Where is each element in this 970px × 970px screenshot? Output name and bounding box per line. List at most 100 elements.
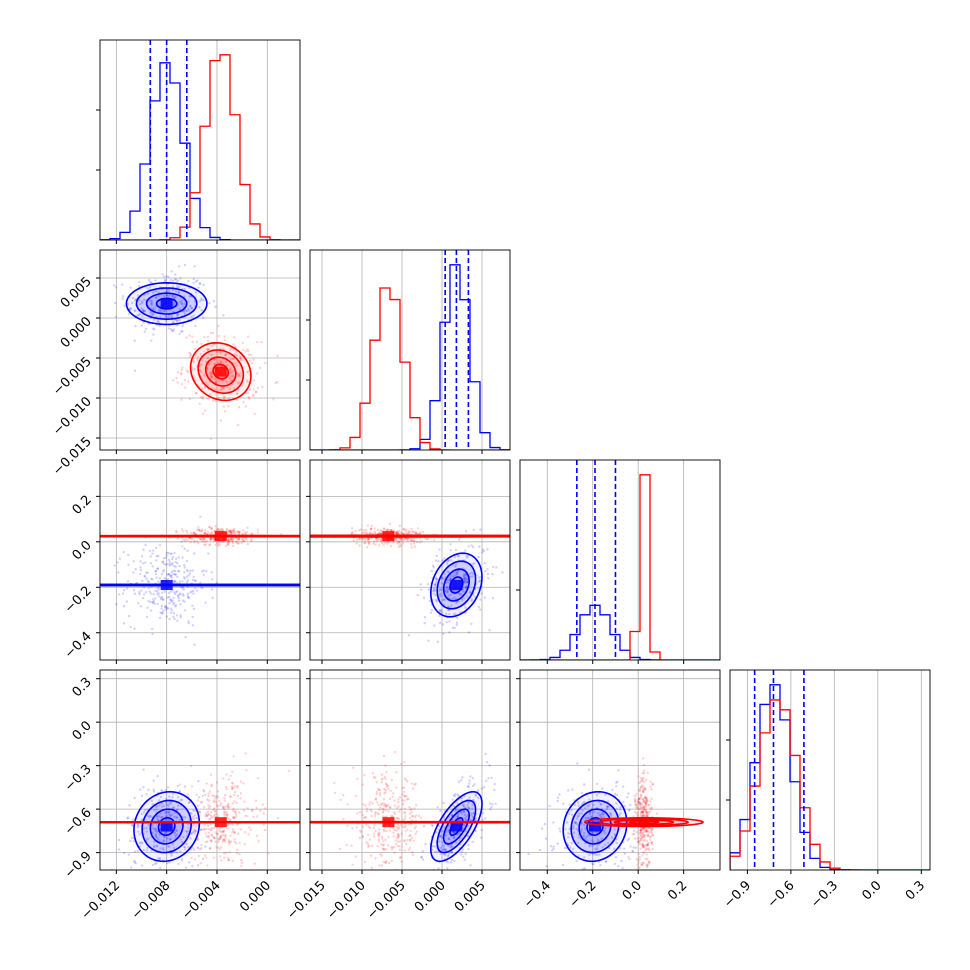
scatter-point bbox=[222, 387, 225, 391]
scatter-point bbox=[601, 846, 604, 849]
scatter-point bbox=[463, 817, 467, 820]
scatter-point bbox=[346, 824, 349, 828]
scatter-point bbox=[453, 555, 457, 559]
scatter-point bbox=[377, 787, 380, 790]
scatter-point bbox=[590, 839, 594, 842]
scatter-panel-3-1 bbox=[310, 670, 510, 870]
scatter-point bbox=[213, 810, 217, 813]
panel-frame bbox=[309, 459, 511, 661]
scatter-point bbox=[150, 301, 153, 305]
scatter-point bbox=[235, 842, 238, 845]
scatter-point bbox=[142, 848, 145, 852]
scatter-point bbox=[419, 531, 422, 534]
scatter-point bbox=[214, 840, 217, 843]
scatter-point bbox=[598, 814, 602, 817]
scatter-point bbox=[435, 600, 438, 603]
histogram-series-0 bbox=[520, 604, 720, 660]
scatter-point bbox=[568, 827, 571, 831]
scatter-point bbox=[469, 818, 472, 821]
scatter-point bbox=[370, 814, 373, 818]
scatter-point bbox=[367, 844, 371, 848]
scatter-point bbox=[139, 302, 142, 306]
scatter-point bbox=[139, 841, 143, 844]
scatter-point bbox=[425, 537, 429, 541]
scatter-point bbox=[146, 606, 149, 609]
scatter-point bbox=[467, 807, 471, 810]
scatter-point bbox=[405, 530, 409, 533]
scatter-point bbox=[464, 606, 467, 609]
scatter-point bbox=[642, 814, 646, 817]
scatter-point bbox=[222, 838, 226, 841]
scatter-point bbox=[210, 816, 214, 819]
scatter-point bbox=[610, 836, 614, 839]
scatter-point bbox=[361, 531, 364, 535]
scatter-point bbox=[378, 808, 381, 812]
scatter-point bbox=[381, 844, 385, 847]
contour-line bbox=[135, 287, 198, 320]
scatter-point bbox=[363, 537, 366, 540]
scatter-point bbox=[383, 541, 386, 544]
scatter-point bbox=[246, 526, 249, 529]
scatter-point bbox=[218, 830, 221, 833]
scatter-point bbox=[128, 307, 131, 311]
scatter-point bbox=[217, 389, 220, 392]
scatter-point bbox=[364, 816, 368, 819]
scatter-point bbox=[170, 552, 173, 556]
scatter-point bbox=[408, 812, 412, 815]
scatter-point bbox=[615, 793, 619, 797]
scatter-point bbox=[646, 844, 649, 847]
scatter-point bbox=[646, 848, 649, 851]
scatter-point bbox=[227, 538, 230, 542]
scatter-point bbox=[642, 771, 646, 775]
scatter-point bbox=[450, 843, 453, 847]
scatter-point bbox=[369, 527, 373, 531]
scatter-point bbox=[142, 785, 145, 789]
scatter-point bbox=[229, 530, 232, 534]
scatter-point bbox=[174, 573, 177, 576]
scatter-point bbox=[448, 620, 451, 623]
scatter-point bbox=[374, 538, 378, 541]
scatter-point bbox=[171, 830, 175, 833]
scatter-point bbox=[230, 787, 234, 791]
scatter-point bbox=[152, 788, 155, 791]
scatter-point bbox=[451, 830, 455, 834]
scatter-point bbox=[250, 538, 253, 542]
scatter-point bbox=[206, 356, 210, 360]
scatter-point bbox=[176, 851, 179, 854]
scatter-point bbox=[591, 862, 594, 866]
scatter-point bbox=[396, 834, 400, 837]
scatter-point bbox=[644, 802, 647, 805]
scatter-point bbox=[455, 623, 459, 627]
scatter-point bbox=[232, 544, 235, 548]
scatter-point bbox=[207, 552, 210, 555]
scatter-point bbox=[184, 866, 188, 869]
scatter-point bbox=[237, 374, 241, 377]
scatter-point bbox=[435, 831, 438, 834]
scatter-point bbox=[386, 804, 390, 807]
density-peak bbox=[450, 580, 463, 590]
scatter-point bbox=[644, 788, 647, 791]
scatter-point bbox=[243, 800, 246, 803]
scatter-point bbox=[449, 577, 452, 581]
scatter-point bbox=[476, 789, 480, 792]
scatter-point bbox=[180, 368, 183, 372]
y-tick-label: −0.015 bbox=[50, 434, 95, 479]
scatter-point bbox=[243, 537, 247, 540]
scatter-point bbox=[354, 529, 358, 533]
scatter-point bbox=[175, 376, 178, 380]
scatter-point bbox=[377, 833, 380, 837]
scatter-point bbox=[384, 847, 388, 851]
scatter-point bbox=[151, 823, 154, 827]
scatter-point bbox=[151, 802, 154, 806]
scatter-point bbox=[198, 811, 202, 814]
scatter-point bbox=[171, 843, 175, 846]
scatter-point bbox=[183, 310, 186, 314]
scatter-point bbox=[218, 799, 221, 803]
scatter-point bbox=[474, 794, 478, 798]
x-tick-label: 0.2 bbox=[665, 878, 690, 903]
scatter-point bbox=[602, 829, 606, 833]
scatter-point bbox=[159, 812, 162, 815]
scatter-point bbox=[384, 791, 387, 794]
scatter-point bbox=[182, 305, 185, 308]
scatter-point bbox=[365, 546, 369, 549]
